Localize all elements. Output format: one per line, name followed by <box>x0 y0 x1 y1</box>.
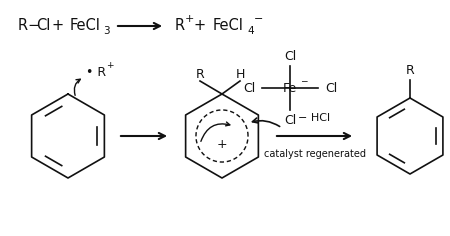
Text: 3: 3 <box>103 26 110 36</box>
Text: 4: 4 <box>247 26 254 36</box>
Text: −: − <box>300 76 307 85</box>
Text: +: + <box>194 18 206 34</box>
Text: +: + <box>52 18 64 34</box>
Text: R: R <box>175 18 185 34</box>
Text: Cl: Cl <box>284 50 296 63</box>
Text: R: R <box>405 63 414 76</box>
Text: Cl: Cl <box>325 81 337 94</box>
Text: H: H <box>235 67 245 80</box>
Text: FeCl: FeCl <box>70 18 101 34</box>
Text: −: − <box>27 18 39 34</box>
Text: − HCl: − HCl <box>298 113 331 123</box>
Text: +: + <box>217 138 227 151</box>
Text: Cl: Cl <box>36 18 50 34</box>
Text: Fe: Fe <box>283 81 297 94</box>
Text: • R: • R <box>86 66 106 79</box>
Text: +: + <box>185 14 194 24</box>
Text: −: − <box>254 14 263 24</box>
Text: catalyst regenerated: catalyst regenerated <box>264 149 365 159</box>
Text: Cl: Cl <box>284 114 296 126</box>
Text: R: R <box>18 18 28 34</box>
Text: +: + <box>106 62 113 71</box>
Text: R: R <box>196 67 204 80</box>
Text: Cl: Cl <box>243 81 255 94</box>
Text: FeCl: FeCl <box>213 18 244 34</box>
